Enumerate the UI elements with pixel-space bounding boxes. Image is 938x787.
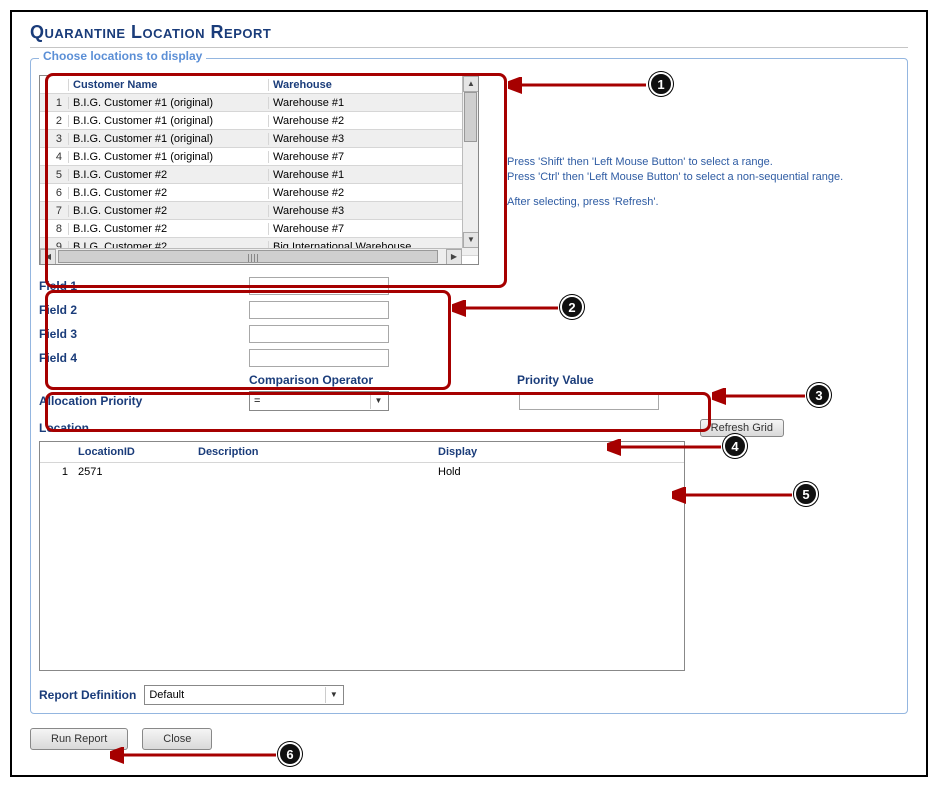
close-button[interactable]: Close	[142, 728, 212, 750]
instruction-line: Press 'Shift' then 'Left Mouse Button' t…	[507, 155, 927, 170]
grid2-col-display: Display	[434, 446, 554, 458]
location-grid[interactable]: LocationID Description Display 1 2571 Ho…	[39, 441, 685, 671]
location-label: Location	[39, 421, 89, 435]
report-definition-select[interactable]: Default ▼	[144, 685, 344, 705]
row-customer: B.I.G. Customer #2	[68, 187, 268, 199]
priority-value-label: Priority Value	[517, 373, 594, 387]
report-definition-label: Report Definition	[39, 688, 136, 702]
row-customer: B.I.G. Customer #1 (original)	[68, 133, 268, 145]
scroll-right-icon[interactable]: ▶	[446, 249, 462, 265]
row-warehouse: Warehouse #1	[268, 97, 456, 109]
row-warehouse: Warehouse #2	[268, 115, 456, 127]
field-1-input[interactable]	[249, 277, 389, 295]
row-locationid: 2571	[74, 466, 194, 478]
instruction-line: Press 'Ctrl' then 'Left Mouse Button' to…	[507, 170, 927, 185]
field-3-label: Field 3	[39, 327, 249, 341]
row-num: 3	[40, 133, 68, 145]
table-row[interactable]: 4B.I.G. Customer #1 (original)Warehouse …	[40, 148, 478, 166]
row-num: 1	[40, 97, 68, 109]
priority-value-input[interactable]	[519, 392, 659, 410]
refresh-grid-button[interactable]: Refresh Grid	[700, 419, 784, 437]
callout-3: 3	[807, 383, 831, 407]
grid1-body: 1B.I.G. Customer #1 (original)Warehouse …	[40, 94, 478, 256]
field-2-label: Field 2	[39, 303, 249, 317]
callout-5: 5	[794, 482, 818, 506]
scroll-down-icon[interactable]: ▼	[463, 232, 479, 248]
row-display: Hold	[434, 466, 554, 478]
table-row[interactable]: 3B.I.G. Customer #1 (original)Warehouse …	[40, 130, 478, 148]
row-warehouse: Warehouse #2	[268, 187, 456, 199]
row-warehouse: Warehouse #7	[268, 151, 456, 163]
grid1-vscroll[interactable]: ▲ ▼	[462, 76, 478, 248]
chevron-down-icon: ▼	[325, 687, 341, 703]
scroll-left-icon[interactable]: ◀	[40, 249, 56, 265]
table-row[interactable]: 7B.I.G. Customer #2Warehouse #3	[40, 202, 478, 220]
selection-instructions: Press 'Shift' then 'Left Mouse Button' t…	[507, 155, 927, 210]
grid1-header-row: Customer Name Warehouse	[40, 76, 478, 94]
chevron-down-icon: ▼	[370, 393, 386, 409]
field-4-input[interactable]	[249, 349, 389, 367]
field-3-input[interactable]	[249, 325, 389, 343]
allocation-priority-label: Allocation Priority	[39, 394, 249, 408]
comparison-operator-label: Comparison Operator	[249, 373, 469, 387]
row-num: 7	[40, 205, 68, 217]
table-row[interactable]: 2B.I.G. Customer #1 (original)Warehouse …	[40, 112, 478, 130]
report-definition-value: Default	[149, 689, 184, 701]
callout-2: 2	[560, 295, 584, 319]
callout-1: 1	[649, 72, 673, 96]
table-row[interactable]: 1 2571 Hold	[40, 462, 684, 480]
scroll-up-icon[interactable]: ▲	[463, 76, 479, 92]
row-customer: B.I.G. Customer #2	[68, 205, 268, 217]
row-customer: B.I.G. Customer #1 (original)	[68, 151, 268, 163]
row-num: 1	[40, 466, 74, 478]
row-warehouse: Warehouse #1	[268, 169, 456, 181]
fieldset-legend: Choose locations to display	[39, 49, 206, 63]
page-title: Quarantine Location Report	[30, 22, 908, 48]
customer-warehouse-grid[interactable]: Customer Name Warehouse 1B.I.G. Customer…	[39, 75, 479, 265]
grid2-col-locationid: LocationID	[74, 446, 194, 458]
choose-locations-fieldset: Choose locations to display Customer Nam…	[30, 58, 908, 714]
row-num: 5	[40, 169, 68, 181]
callout-6: 6	[278, 742, 302, 766]
row-customer: B.I.G. Customer #2	[68, 169, 268, 181]
row-customer: B.I.G. Customer #2	[68, 223, 268, 235]
row-customer: B.I.G. Customer #1 (original)	[68, 97, 268, 109]
field-1-label: Field 1	[39, 279, 249, 293]
row-num: 4	[40, 151, 68, 163]
callout-4: 4	[723, 434, 747, 458]
field-4-label: Field 4	[39, 351, 249, 365]
field-2-input[interactable]	[249, 301, 389, 319]
scroll-thumb[interactable]	[464, 92, 477, 142]
row-warehouse: Warehouse #3	[268, 205, 456, 217]
run-report-button[interactable]: Run Report	[30, 728, 128, 750]
table-row[interactable]: 6B.I.G. Customer #2Warehouse #2	[40, 184, 478, 202]
row-num: 6	[40, 187, 68, 199]
row-warehouse: Warehouse #3	[268, 133, 456, 145]
table-row[interactable]: 5B.I.G. Customer #2Warehouse #1	[40, 166, 478, 184]
grid1-hscroll[interactable]: ◀ ▶	[40, 248, 462, 264]
grid1-col-warehouse: Warehouse	[268, 79, 456, 91]
row-customer: B.I.G. Customer #1 (original)	[68, 115, 268, 127]
instruction-line: After selecting, press 'Refresh'.	[507, 195, 927, 210]
row-warehouse: Warehouse #7	[268, 223, 456, 235]
annotation-arrow-6	[110, 747, 278, 767]
grid2-col-description: Description	[194, 446, 434, 458]
grid1-col-customer: Customer Name	[68, 79, 268, 91]
comparison-operator-select[interactable]: = ▼	[249, 391, 389, 411]
scroll-thumb-h[interactable]	[58, 250, 438, 263]
table-row[interactable]: 8B.I.G. Customer #2Warehouse #7	[40, 220, 478, 238]
grid2-header: LocationID Description Display	[40, 442, 684, 462]
table-row[interactable]: 1B.I.G. Customer #1 (original)Warehouse …	[40, 94, 478, 112]
comparison-operator-value: =	[254, 395, 260, 407]
row-num: 2	[40, 115, 68, 127]
row-num: 8	[40, 223, 68, 235]
